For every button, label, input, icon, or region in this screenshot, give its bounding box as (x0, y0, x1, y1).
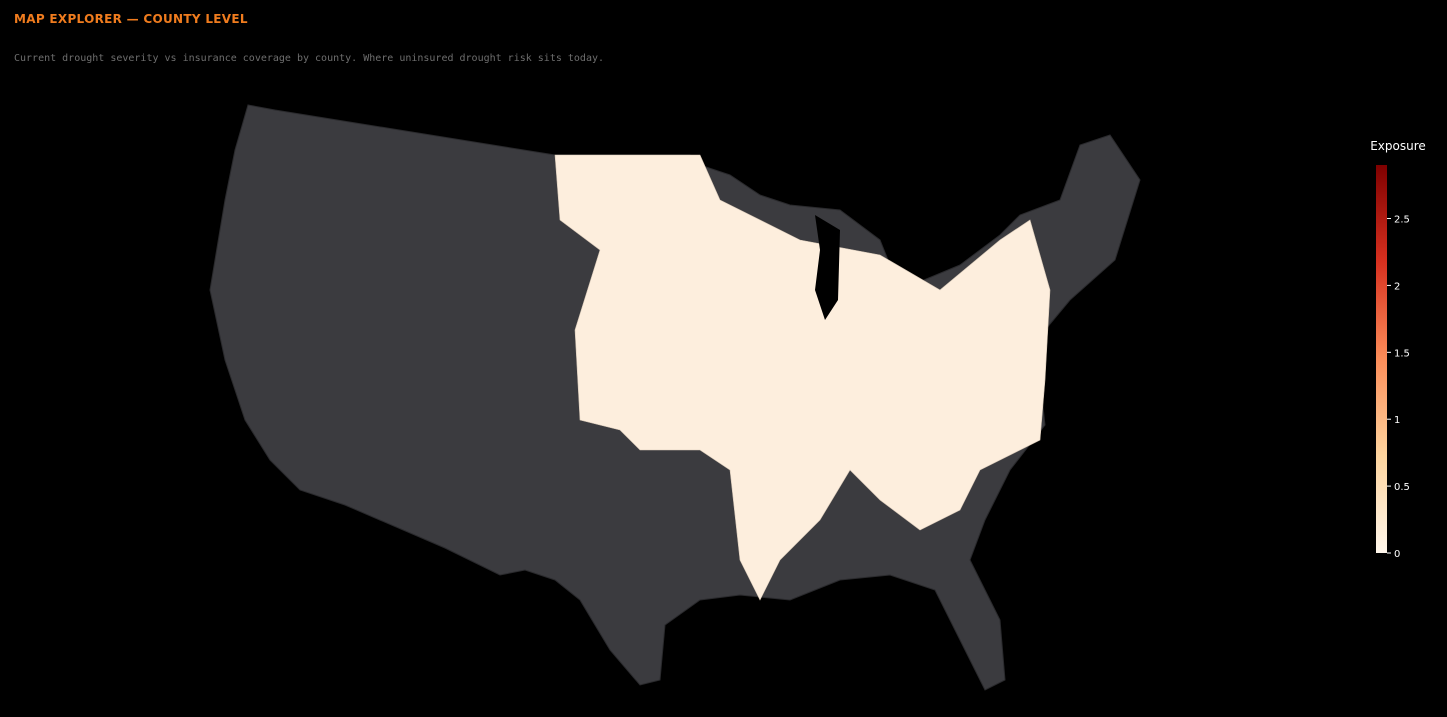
colorbar-title: Exposure (1370, 139, 1426, 153)
colorbar-tick-label: 0.5 (1394, 482, 1410, 493)
page-title: MAP EXPLORER — COUNTY LEVEL (14, 12, 248, 26)
great-lakes (815, 215, 840, 320)
colorbar (1376, 165, 1387, 553)
colorbar-tick-label: 0 (1394, 549, 1400, 560)
page-subtitle: Current drought severity vs insurance co… (14, 53, 605, 64)
colorbar-tick-label: 1 (1394, 415, 1400, 426)
drought-region (554, 154, 1051, 601)
colorbar-tick-label: 2 (1394, 281, 1400, 292)
colorbar-tick-label: 2.5 (1394, 215, 1410, 226)
colorbar-tick-label: 1.5 (1394, 348, 1410, 359)
